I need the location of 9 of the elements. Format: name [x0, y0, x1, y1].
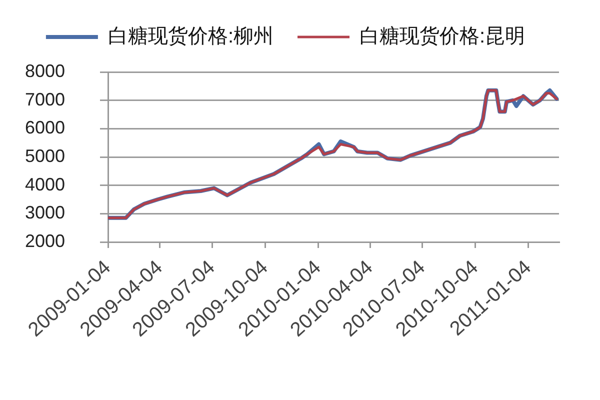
legend-label: 白糖现货价格:柳州	[108, 26, 274, 48]
y-tick-label: 8000	[24, 60, 65, 81]
y-tick-label: 6000	[24, 118, 65, 138]
y-tick-label: 4000	[24, 174, 65, 194]
legend-label: 白糖现货价格:昆明	[360, 26, 526, 48]
y-tick-label: 2000	[24, 230, 65, 251]
y-tick-label: 5000	[24, 146, 65, 166]
y-tick-label: 3000	[24, 202, 65, 223]
y-tick-label: 7000	[24, 89, 65, 110]
